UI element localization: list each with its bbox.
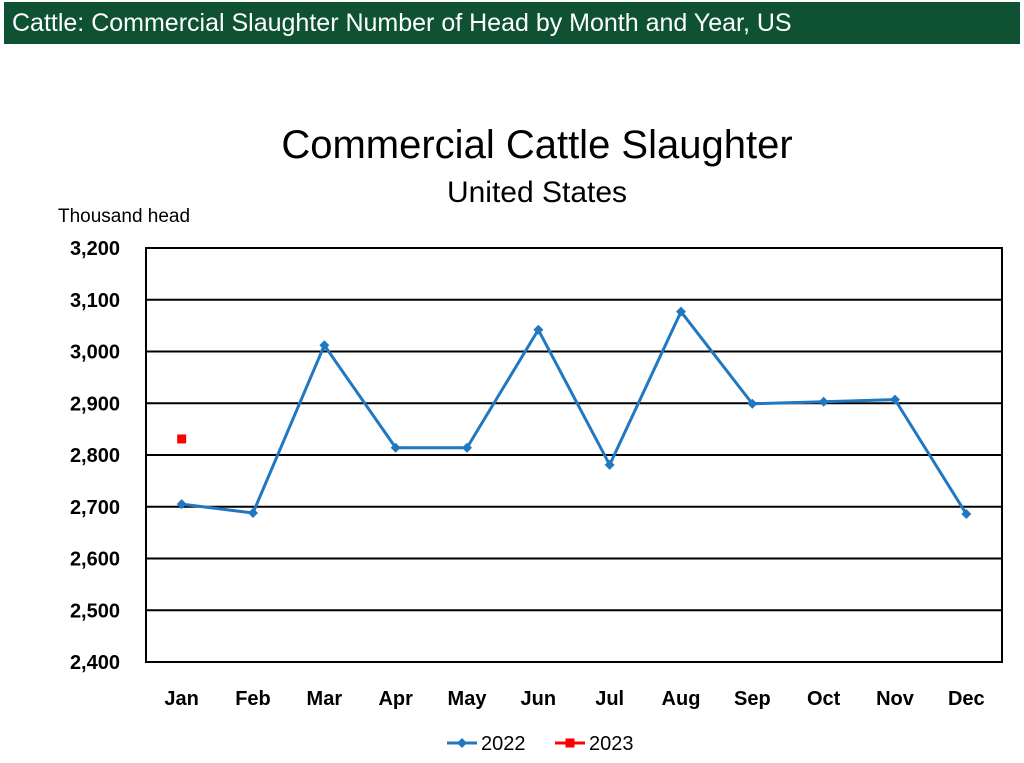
- x-tick-label: Dec: [948, 688, 985, 710]
- series-2023: [177, 434, 187, 444]
- y-tick-label: 2,400: [70, 652, 120, 674]
- data-point: [961, 508, 972, 519]
- page-banner: Cattle: Commercial Slaughter Number of H…: [4, 2, 1020, 44]
- data-point: [319, 340, 330, 351]
- data-point: [248, 507, 258, 518]
- y-tick-label: 3,000: [70, 342, 120, 364]
- x-tick-label: Nov: [876, 688, 915, 710]
- gridlines: [145, 247, 1003, 663]
- data-point: [533, 324, 544, 335]
- y-tick-label: 2,800: [70, 445, 120, 467]
- data-point: [890, 394, 900, 405]
- data-point: [604, 459, 615, 470]
- legend: 2022 2023: [447, 733, 634, 755]
- legend-label: 2023: [589, 733, 634, 755]
- x-tick-label: Sep: [734, 688, 771, 710]
- x-axis-ticks: Jan Feb Mar Apr May Jun Jul Aug Sep Oct Nov Dec: [164, 688, 984, 710]
- y-tick-label: 2,700: [70, 497, 120, 519]
- legend-swatch-marker: [457, 738, 467, 748]
- y-tick-label: 3,200: [70, 238, 120, 260]
- y-axis-unit-label: Thousand head: [58, 206, 190, 227]
- legend-label: 2022: [481, 733, 526, 755]
- series-2022: [176, 306, 972, 519]
- plot-area-border: [145, 247, 1003, 663]
- legend-item: 2022: [447, 733, 526, 755]
- data-point: [390, 442, 401, 453]
- x-tick-label: Apr: [378, 688, 413, 710]
- chart-subtitle: United States: [447, 176, 627, 209]
- data-point: [818, 396, 829, 407]
- x-tick-label: Oct: [807, 688, 841, 710]
- data-point: [747, 398, 758, 409]
- chart-title: Commercial Cattle Slaughter: [281, 123, 792, 167]
- data-point: [177, 434, 187, 444]
- x-tick-label: Mar: [307, 688, 343, 710]
- series-layer: [176, 306, 972, 519]
- y-tick-label: 2,500: [70, 600, 120, 622]
- banner-title: Cattle: Commercial Slaughter Number of H…: [12, 9, 792, 37]
- y-tick-label: 2,600: [70, 549, 120, 571]
- data-point: [176, 499, 187, 510]
- y-axis-ticks: 2,400 2,500 2,600 2,700 2,800 2,900 3,000 3,100…: [70, 238, 120, 674]
- x-tick-label: Jan: [164, 688, 198, 710]
- legend-swatch-marker: [565, 738, 575, 748]
- series-line: [181, 310, 968, 515]
- x-tick-label: Jun: [521, 688, 557, 710]
- x-tick-label: Feb: [235, 688, 271, 710]
- legend-item: 2023: [555, 733, 634, 755]
- x-tick-label: Aug: [662, 688, 701, 710]
- data-point: [462, 442, 472, 453]
- data-point: [676, 306, 686, 317]
- y-tick-label: 3,100: [70, 290, 120, 312]
- y-tick-label: 2,900: [70, 393, 120, 415]
- x-tick-label: Jul: [595, 688, 624, 710]
- x-tick-label: May: [448, 688, 488, 710]
